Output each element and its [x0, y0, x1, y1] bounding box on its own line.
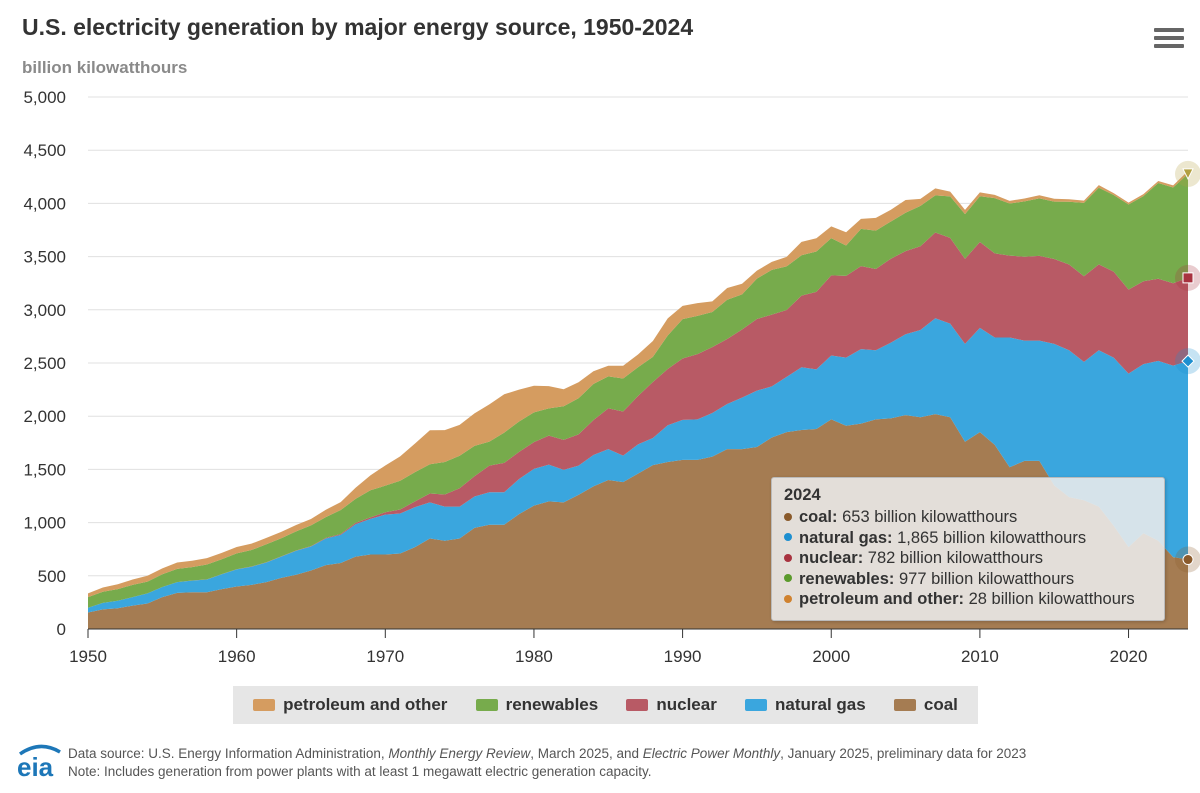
y-tick-label: 1,500 — [23, 460, 66, 479]
petroleum-swatch-icon — [253, 699, 276, 711]
footer-notes: Data source: U.S. Energy Information Adm… — [68, 745, 1026, 781]
y-tick-label: 3,500 — [23, 248, 66, 267]
eia-logo: eia — [17, 744, 61, 782]
x-tick-label: 2000 — [812, 647, 850, 666]
renewables-swatch-icon — [475, 699, 498, 711]
legend-item-nuclear[interactable]: nuclear — [626, 695, 717, 715]
x-tick-label: 2010 — [961, 647, 999, 666]
legend-item-renewables[interactable]: renewables — [475, 695, 598, 715]
nuclear-dot-icon — [784, 553, 792, 562]
marker-natural-gas — [1181, 354, 1195, 368]
tooltip-row-coal: coal: 653 billion kilowatthours — [784, 507, 1152, 528]
marker-renewables — [1182, 168, 1194, 181]
petroleum-dot-icon — [784, 594, 792, 603]
x-tick-label: 1990 — [664, 647, 702, 666]
tooltip-year: 2024 — [784, 486, 821, 504]
coal-swatch-icon — [893, 699, 916, 711]
y-tick-label: 4,500 — [23, 141, 66, 160]
eia-logo-text: eia — [17, 752, 54, 782]
natural-gas-swatch-icon — [745, 699, 767, 711]
tooltip: 2024 coal: 653 billion kilowatthours nat… — [771, 477, 1165, 621]
y-tick-label: 5,000 — [23, 88, 66, 107]
tooltip-row-renewables: renewables: 977 billion kilowatthours — [784, 569, 1152, 590]
renewables-dot-icon — [784, 574, 792, 583]
coal-dot-icon — [784, 512, 792, 521]
x-tick-label: 1980 — [515, 647, 553, 666]
legend-item-natural-gas[interactable]: natural gas — [745, 695, 866, 715]
area-chart: 0 500 1,000 1,500 2,000 2,500 3,000 3,500 4,000 4… — [23, 88, 1200, 666]
marker-nuclear — [1182, 272, 1194, 284]
legend-item-coal[interactable]: coal — [893, 695, 958, 715]
tooltip-row-petroleum: petroleum and other: 28 billion kilowatt… — [784, 589, 1152, 610]
chart-title: U.S. electricity generation by major ene… — [22, 14, 694, 40]
x-tick-label: 1960 — [218, 647, 256, 666]
nuclear-swatch-icon — [626, 699, 649, 711]
hover-markers — [1175, 160, 1200, 573]
y-tick-label: 1,000 — [23, 514, 66, 533]
data-source: Data source: U.S. Energy Information Adm… — [68, 746, 1027, 761]
chart-subtitle: billion kilowatthours — [22, 58, 188, 77]
area-petroleum-and-other[interactable] — [88, 170, 1188, 598]
note: Note: Includes generation from power pla… — [68, 764, 652, 779]
legend-item-petroleum[interactable]: petroleum and other — [253, 695, 447, 715]
legend: petroleum and other renewables nuclear n… — [233, 686, 978, 724]
y-tick-label: 2,000 — [23, 407, 66, 426]
tooltip-row-natural-gas: natural gas: 1,865 billion kilowatthours — [784, 528, 1152, 549]
axes: 0 500 1,000 1,500 2,000 2,500 3,000 3,500 4,000 4… — [23, 88, 1188, 666]
natural-gas-dot-icon — [784, 533, 792, 542]
x-tick-label: 1970 — [366, 647, 404, 666]
tooltip-row-nuclear: nuclear: 782 billion kilowatthours — [784, 548, 1152, 569]
y-tick-label: 3,000 — [23, 301, 66, 320]
y-tick-label: 4,000 — [23, 194, 66, 213]
area-natural-gas[interactable] — [88, 318, 1188, 613]
hamburger-menu-icon[interactable] — [1154, 28, 1184, 54]
y-tick-label: 500 — [38, 567, 66, 586]
x-tick-label: 1950 — [69, 647, 107, 666]
area-nuclear[interactable] — [88, 232, 1188, 608]
y-tick-label: 0 — [57, 620, 66, 639]
area-renewables[interactable] — [88, 173, 1188, 608]
x-tick-label: 2020 — [1110, 647, 1148, 666]
marker-coal — [1182, 554, 1194, 566]
y-tick-label: 2,500 — [23, 354, 66, 373]
